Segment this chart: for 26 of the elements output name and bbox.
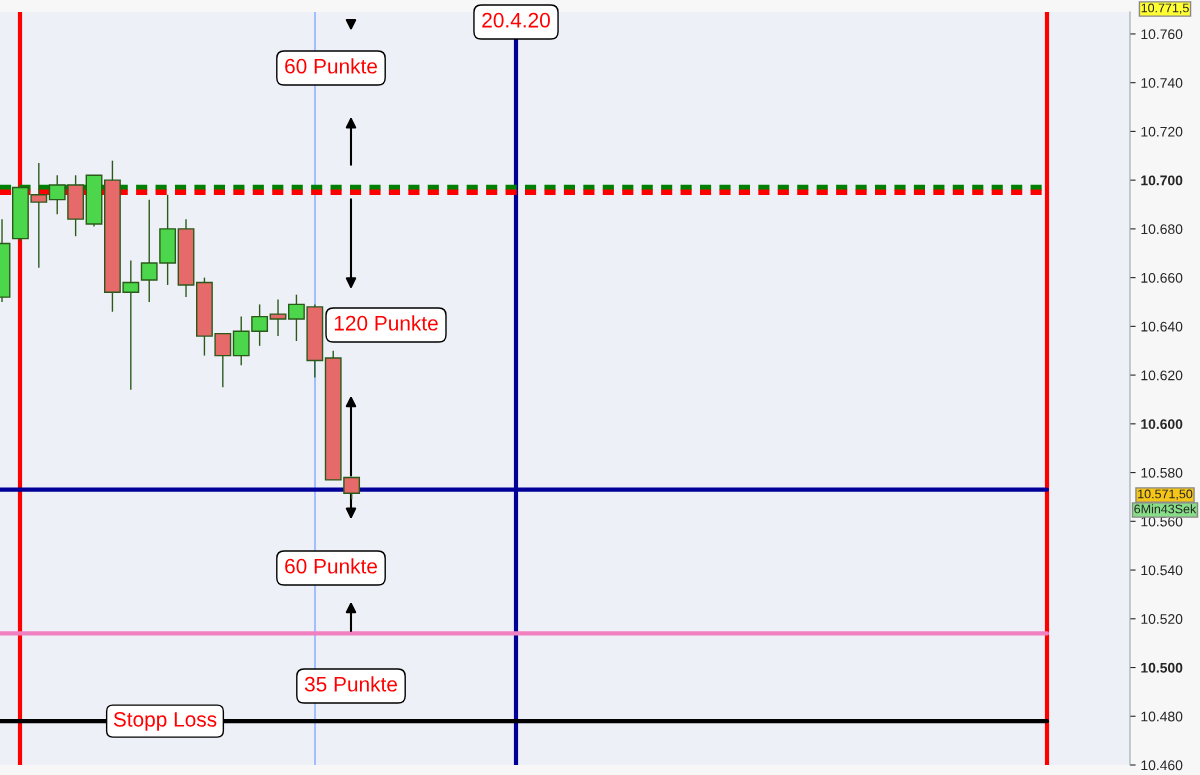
- y-tick-label: 10.700: [1141, 175, 1183, 186]
- y-tick-label: 10.500: [1141, 662, 1183, 673]
- y-tick-label: 10.760: [1141, 29, 1183, 40]
- y-tick-label: 10.720: [1141, 126, 1183, 137]
- annotation: 120 Punkte: [334, 315, 438, 331]
- candlestick: [269, 298, 287, 337]
- annotation: 60 Punkte: [285, 58, 377, 74]
- y-tick-label: 10.640: [1141, 321, 1183, 332]
- y-tick-label: 10.580: [1141, 467, 1183, 478]
- y-tick-label: 10.520: [1141, 614, 1183, 624]
- text: 6Min43Sek: [1134, 504, 1197, 514]
- y-tick-label: 10.600: [1141, 419, 1183, 429]
- annotation: 35 Punkte: [304, 676, 397, 692]
- y-tick-label: 10.480: [1141, 711, 1183, 722]
- y-tick-label: 10.620: [1141, 370, 1183, 381]
- ref-line-label: Stopp Loss: [113, 711, 217, 731]
- y-tick-label: 10.540: [1141, 565, 1183, 576]
- annotation: 20.4.20: [482, 12, 550, 28]
- annotation: 60 Punkte: [285, 558, 377, 574]
- y-tick-label: 10.460: [1141, 760, 1183, 771]
- text: 10.771,5: [1141, 3, 1189, 14]
- y-tick-label: 10.680: [1141, 224, 1183, 235]
- y-tick-label: 10.740: [1141, 78, 1183, 88]
- text: 10.571,50: [1138, 489, 1193, 500]
- y-tick-label: 10.660: [1141, 272, 1183, 283]
- y-tick-label: 10.560: [1141, 516, 1183, 527]
